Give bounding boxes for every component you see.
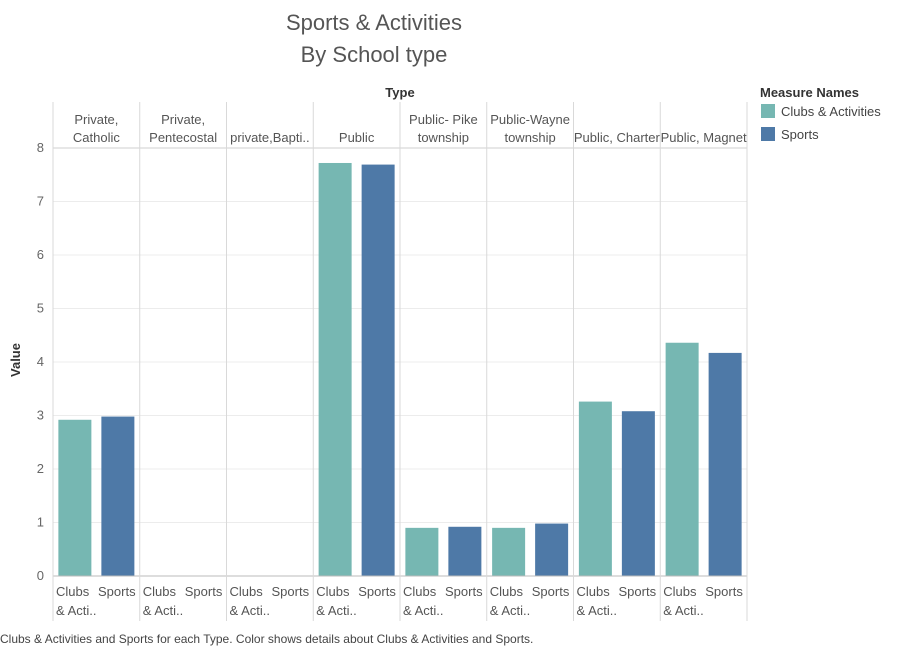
x-category-label: Clubs [577,584,611,599]
column-header-title: Type [385,85,414,100]
group-header-label: township [504,130,555,145]
x-category-label: Clubs [143,584,177,599]
bar-clubs-activities [492,527,526,576]
group-header-label: Private, [74,112,118,127]
x-category-label: Sports [98,584,136,599]
legend-title: Measure Names [760,85,859,100]
y-tick-label: 1 [37,515,44,530]
bar-clubs-activities [665,342,699,576]
y-tick-label: 4 [37,354,44,369]
group-header-label: Public- Pike [409,112,478,127]
group-header-label: Pentecostal [149,130,217,145]
x-category-label: Sports [445,584,483,599]
x-category-label: & Acti.. [663,603,703,618]
chart-subtitle: By School type [301,42,448,67]
group-header-label: Public, Magnet [661,130,747,145]
y-tick-label: 5 [37,301,44,316]
x-category-label: Sports [532,584,570,599]
group-header-label: Public [339,130,375,145]
group-header-label: private,Bapti.. [230,130,310,145]
y-tick-label: 0 [37,568,44,583]
y-tick-label: 7 [37,194,44,209]
x-category-label: & Acti.. [403,603,443,618]
x-category-label: & Acti.. [490,603,530,618]
chart-title: Sports & Activities [286,10,462,35]
x-category-label: Sports [272,584,310,599]
bar-sports [448,526,482,576]
chart-caption: Clubs & Activities and Sports for each T… [0,632,533,646]
bar-sports [708,352,742,576]
x-category-label: & Acti.. [230,603,270,618]
legend-swatch-sports [761,127,775,141]
bar-clubs-activities [405,527,439,576]
x-category-label: Clubs [316,584,350,599]
y-tick-label: 2 [37,461,44,476]
bars [58,162,742,577]
group-header-label: Public, Charter [574,130,661,145]
legend-label-clubs: Clubs & Activities [781,104,881,119]
x-category-label: Sports [185,584,223,599]
y-axis-title: Value [8,343,23,377]
x-category-label: Clubs [403,584,437,599]
x-category-label: & Acti.. [316,603,356,618]
legend-swatch-clubs [761,104,775,118]
x-category-label: Clubs [663,584,697,599]
x-category-label: Clubs [490,584,524,599]
bar-sports [535,523,569,576]
x-category-label: Sports [619,584,657,599]
x-category-label: & Acti.. [56,603,96,618]
x-category-label: Clubs [56,584,90,599]
bar-clubs-activities [318,162,352,577]
x-category-label: & Acti.. [577,603,617,618]
chart-text: Sports & Activities By School type Type … [0,10,881,646]
legend-label-sports: Sports [781,127,819,142]
y-tick-label: 3 [37,408,44,423]
panel-frame [52,102,748,621]
x-category-label: Sports [705,584,743,599]
group-header-label: township [418,130,469,145]
x-category-label: & Acti.. [143,603,183,618]
y-tick-label: 8 [37,140,44,155]
bar-clubs-activities [578,401,612,576]
group-header-label: Public-Wayne [490,112,570,127]
bar-clubs-activities [58,419,92,576]
bar-sports [361,164,395,576]
x-category-label: Sports [358,584,396,599]
group-header-label: Private, [161,112,205,127]
group-header-label: Catholic [73,130,120,145]
x-category-label: Clubs [230,584,264,599]
bar-sports [101,416,135,576]
y-tick-label: 6 [37,247,44,262]
bar-sports [621,411,655,576]
